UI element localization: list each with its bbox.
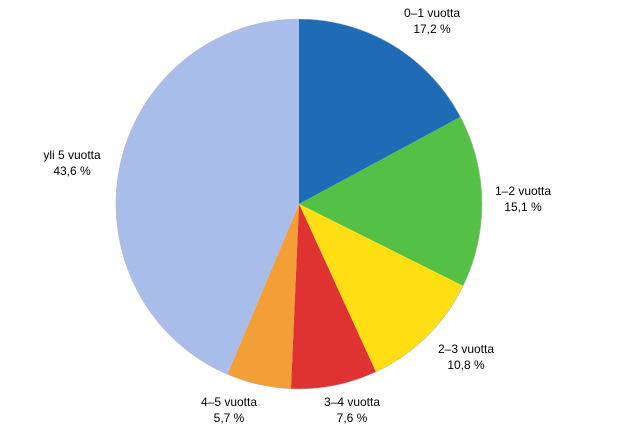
slice-value-label-1: 17,2 %: [413, 22, 451, 36]
slice-value-label-5: 5,7 %: [214, 411, 245, 425]
slice-label-3: 2–3 vuotta: [438, 342, 494, 356]
slice-label-6: yli 5 vuotta: [43, 148, 101, 162]
slice-value-label-4: 7,6 %: [337, 411, 368, 425]
slice-label-group-2: 1–2 vuotta 15,1 %: [495, 184, 551, 214]
slice-label-4: 3–4 vuotta: [324, 395, 380, 409]
slice-label-5: 4–5 vuotta: [201, 395, 257, 409]
slice-value-label-2: 15,1 %: [504, 200, 542, 214]
slice-label-group-3: 2–3 vuotta 10,8 %: [438, 342, 494, 372]
labels-layer: 0–1 vuotta 17,2 % 1–2 vuotta 15,1 % 2–3 vuot…: [43, 6, 551, 425]
pie-slice-6: [116, 19, 299, 375]
pie-slice-5: [227, 204, 299, 389]
pie-slice-1: [299, 19, 461, 204]
pie-slice-3: [299, 204, 464, 372]
slices-layer: [115, 18, 483, 390]
slice-label-group-6: yli 5 vuotta 43,6 %: [43, 148, 101, 178]
pie-slice-4: [290, 204, 376, 389]
pie-outline: [115, 18, 483, 390]
pie-slice-2: [299, 116, 483, 286]
slice-label-1: 0–1 vuotta: [404, 6, 460, 20]
slice-label-2: 1–2 vuotta: [495, 184, 551, 198]
slice-value-label-6: 43,6 %: [53, 164, 91, 178]
slice-label-group-4: 3–4 vuotta 7,6 %: [324, 395, 380, 425]
slice-label-group-1: 0–1 vuotta 17,2 %: [404, 6, 460, 36]
slice-value-label-3: 10,8 %: [447, 358, 485, 372]
slice-label-group-5: 4–5 vuotta 5,7 %: [201, 395, 257, 425]
